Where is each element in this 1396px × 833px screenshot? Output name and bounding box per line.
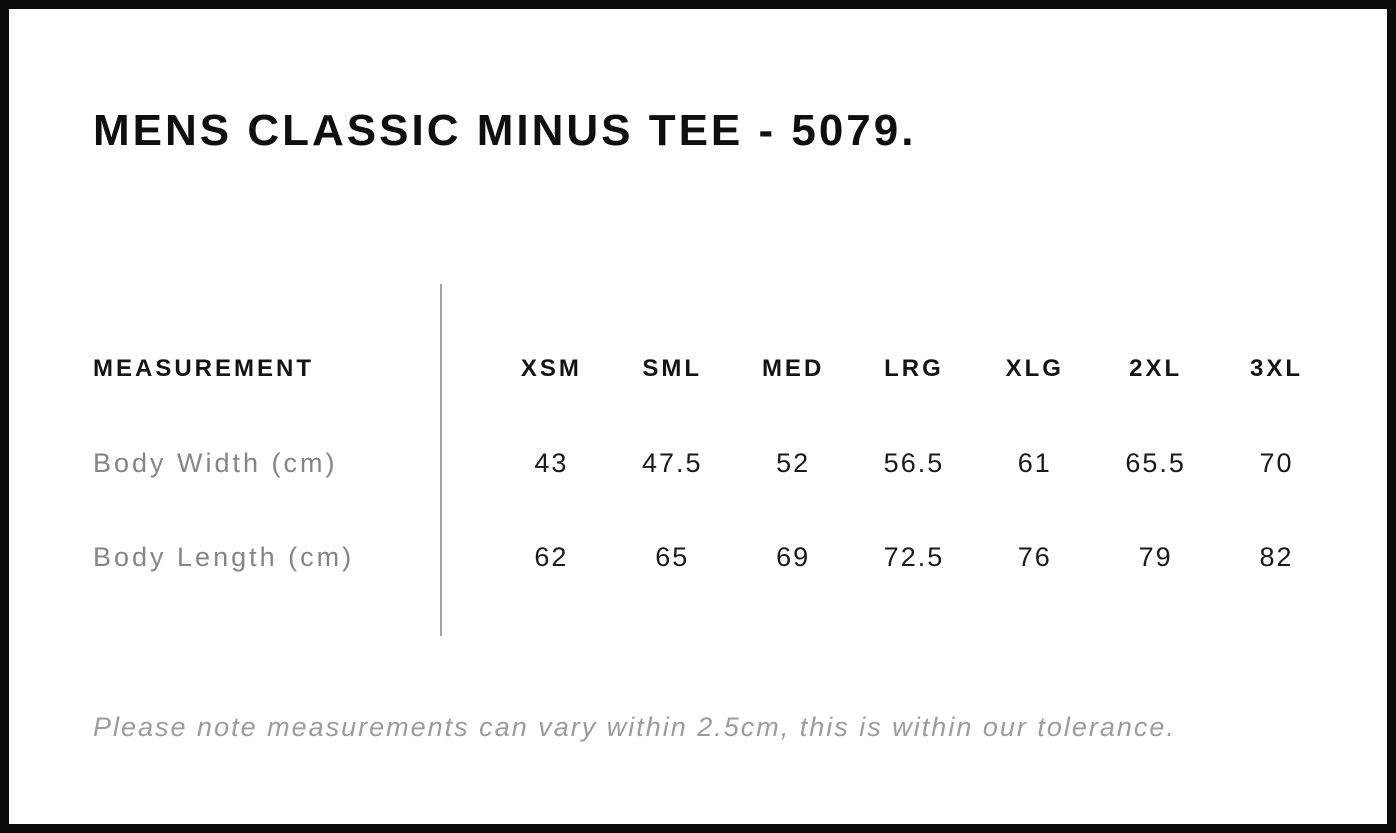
body-width-3xl: 70 bbox=[1259, 447, 1294, 478]
table-row-body-width: Body Width (cm) 43 47.5 52 56.5 61 65.5 … bbox=[93, 416, 1337, 510]
body-length-3xl: 82 bbox=[1259, 541, 1294, 572]
label-column-divider bbox=[440, 284, 442, 636]
table-row-body-length: Body Length (cm) 62 65 69 72.5 76 79 82 bbox=[93, 510, 1337, 604]
col-header-3xl: 3XL bbox=[1250, 355, 1304, 382]
body-length-lrg: 72.5 bbox=[883, 541, 945, 572]
size-table: MEASUREMENT XSM SML MED LRG XLG 2XL 3XL … bbox=[93, 322, 1337, 604]
col-header-lrg: LRG bbox=[884, 355, 944, 382]
col-header-measurement: MEASUREMENT bbox=[93, 355, 315, 382]
body-length-2xl: 79 bbox=[1138, 541, 1173, 572]
body-length-sml: 65 bbox=[655, 541, 690, 572]
body-width-med: 52 bbox=[776, 447, 811, 478]
body-width-sml: 47.5 bbox=[641, 447, 703, 478]
row-label-body-width: Body Width (cm) bbox=[93, 447, 338, 478]
body-width-xsm: 43 bbox=[534, 447, 569, 478]
row-label-body-length: Body Length (cm) bbox=[93, 541, 355, 572]
col-header-xlg: XLG bbox=[1005, 355, 1064, 382]
body-width-xlg: 61 bbox=[1017, 447, 1052, 478]
size-table-header-row: MEASUREMENT XSM SML MED LRG XLG 2XL 3XL bbox=[93, 322, 1337, 416]
body-width-2xl: 65.5 bbox=[1125, 447, 1186, 478]
product-title: MENS CLASSIC MINUS TEE - 5079. bbox=[93, 106, 917, 155]
col-header-2xl: 2XL bbox=[1129, 355, 1183, 382]
tolerance-note: Please note measurements can vary within… bbox=[93, 712, 1176, 742]
body-length-xlg: 76 bbox=[1017, 541, 1052, 572]
col-header-xsm: XSM bbox=[520, 355, 582, 382]
body-width-lrg: 56.5 bbox=[883, 447, 945, 478]
col-header-sml: SML bbox=[642, 355, 703, 382]
col-header-med: MED bbox=[761, 355, 825, 382]
body-length-xsm: 62 bbox=[534, 541, 569, 572]
body-length-med: 69 bbox=[776, 541, 811, 572]
